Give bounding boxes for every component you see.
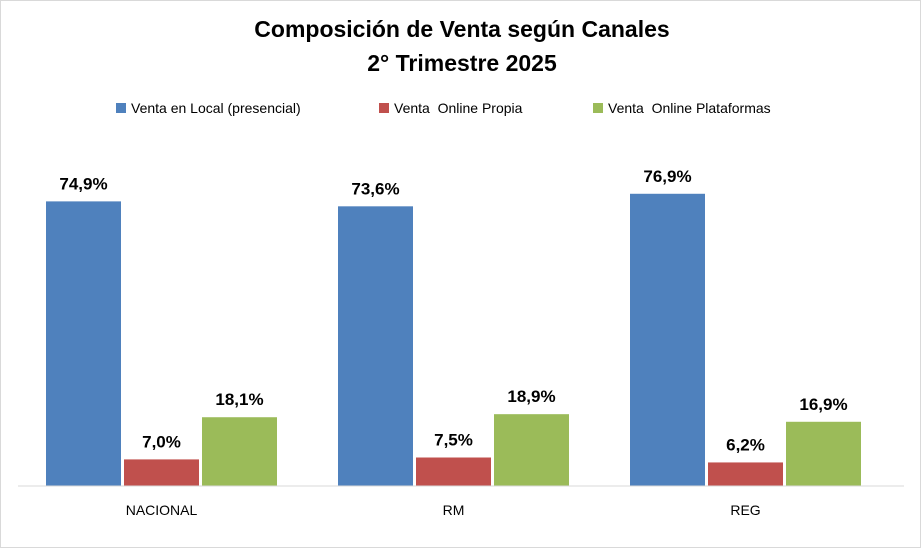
bar-nacional-venta-online-plataformas <box>202 417 277 486</box>
bar-rm-venta-online-propia <box>416 457 491 486</box>
legend-label-venta-online-plataformas: Venta Online Plataformas <box>608 100 771 116</box>
bar-reg-venta-online-propia <box>708 462 783 486</box>
data-label-reg-venta-online-plataformas: 16,9% <box>799 395 847 414</box>
bar-rm-venta-online-plataformas <box>494 414 569 486</box>
x-tick-label-nacional: NACIONAL <box>126 502 198 518</box>
bar-reg-venta-en-local-presencial <box>630 193 705 486</box>
data-label-reg-venta-en-local-presencial: 76,9% <box>643 167 691 186</box>
legend-swatch-venta-online-plataformas <box>593 103 603 113</box>
x-tick-label-rm: RM <box>443 502 465 518</box>
bars <box>46 193 861 486</box>
data-label-nacional-venta-en-local-presencial: 74,9% <box>59 174 107 193</box>
bar-rm-venta-en-local-presencial <box>338 206 413 486</box>
data-label-rm-venta-en-local-presencial: 73,6% <box>351 179 399 198</box>
data-label-nacional-venta-online-plataformas: 18,1% <box>215 390 263 409</box>
chart-title: Composición de Venta según Canales <box>254 16 669 42</box>
data-label-nacional-venta-online-propia: 7,0% <box>142 432 181 451</box>
bar-reg-venta-online-plataformas <box>786 421 861 486</box>
legend-swatch-venta-online-propia <box>379 103 389 113</box>
legend-swatch-venta-en-local-presencial <box>116 103 126 113</box>
data-label-reg-venta-online-propia: 6,2% <box>726 435 765 454</box>
data-label-rm-venta-online-propia: 7,5% <box>434 431 473 450</box>
legend-label-venta-en-local-presencial: Venta en Local (presencial) <box>131 100 301 116</box>
x-axis-ticks: NACIONAL RM REG <box>126 502 761 518</box>
legend-label-venta-online-propia: Venta Online Propia <box>394 100 523 116</box>
legend: Venta en Local (presencial) Venta Online … <box>116 100 771 116</box>
bar-nacional-venta-online-propia <box>124 459 199 486</box>
x-tick-label-reg: REG <box>730 502 760 518</box>
data-label-rm-venta-online-plataformas: 18,9% <box>507 387 555 406</box>
chart-subtitle: 2° Trimestre 2025 <box>367 50 557 76</box>
bar-nacional-venta-en-local-presencial <box>46 201 121 486</box>
bar-labels: 74,9% 7,0% 18,1% 73,6% 7,5% 18,9% 76,9% 6,2% 16,… <box>59 167 847 455</box>
